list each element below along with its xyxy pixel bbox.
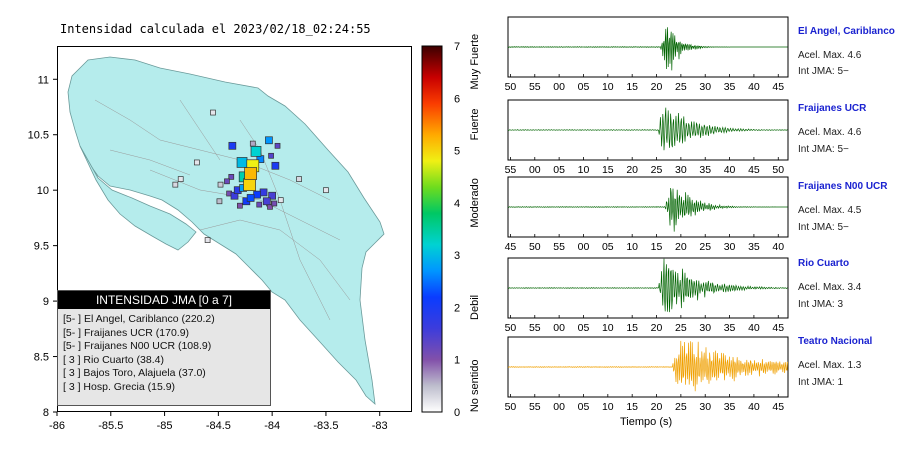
station-marker <box>228 174 235 180</box>
y-tick-label: 8 <box>43 407 49 419</box>
x-tick-label: -85.5 <box>98 420 123 432</box>
station-jma: Int JMA: 5− <box>798 66 849 77</box>
x-tick-label: -84.5 <box>206 420 231 432</box>
station-marker <box>262 197 271 206</box>
station-marker <box>246 194 255 202</box>
colorbar-level-label: Fuerte <box>469 109 481 141</box>
station-marker <box>177 176 184 182</box>
colorbar-tick-label: 4 <box>454 198 460 210</box>
station-marker <box>271 200 278 207</box>
colorbar: 0 1 2 3 4 5 6 7 No sentido Debil Moderado Fuerte Muy… <box>421 34 481 419</box>
station-name: Rio Cuarto <box>798 258 850 269</box>
x-tick-label: -84 <box>264 420 280 432</box>
station-marker <box>224 178 230 185</box>
x-axis-label: Tiempo (s) <box>620 416 673 428</box>
colorbar-tick-label: 5 <box>454 146 460 158</box>
x-tick-label: -86 <box>49 420 65 432</box>
legend-header: INTENSIDAD JMA [0 a 7] <box>58 291 270 309</box>
station-marker <box>296 176 302 182</box>
y-tick-label: 11 <box>38 74 49 86</box>
station-marker <box>237 202 243 209</box>
station-marker <box>274 142 281 149</box>
colorbar-level-label: Debil <box>469 295 481 320</box>
y-tick-label: 9 <box>43 296 49 308</box>
station-marker <box>228 141 237 150</box>
x-tick-label: -85 <box>157 420 173 432</box>
station-jma: Int JMA: 5− <box>798 144 849 155</box>
colorbar-tick-label: 2 <box>454 302 460 314</box>
map-axes: -86 -85.5 -85 -84.5 -84 -83.5 -83 8 8.5 9 9.5 10 10.… <box>28 74 388 432</box>
station-marker <box>172 181 179 188</box>
station-marker <box>268 191 277 200</box>
x-tick-label: -83.5 <box>313 420 338 432</box>
legend-entry: [5- ] Fraijanes N00 UCR (108.9) <box>63 340 212 352</box>
colorbar-level-label: No sentido <box>469 360 481 413</box>
station-marker <box>271 161 280 170</box>
station-acel: Acel. Max. 4.6 <box>798 50 862 61</box>
station-marker <box>265 136 273 145</box>
map-land <box>67 56 385 406</box>
station-marker <box>323 187 329 194</box>
station-acel: Acel. Max. 4.5 <box>798 205 862 216</box>
nicoya-peninsula <box>79 145 197 251</box>
colorbar-tick-label: 3 <box>454 250 460 262</box>
y-tick-label: 8.5 <box>34 352 49 364</box>
x-tick-label: -83 <box>372 420 388 432</box>
station-marker <box>216 198 223 205</box>
station-jma: Int JMA: 5− <box>798 222 849 233</box>
colorbar-tick-label: 7 <box>454 41 460 53</box>
colorbar-tick-label: 0 <box>454 407 460 419</box>
y-tick-label: 9.5 <box>34 241 49 253</box>
map-frame <box>57 46 412 412</box>
legend-list: [5- ] El Angel, Cariblanco (220.2) [5- ]… <box>58 313 270 394</box>
map-stations <box>172 109 329 243</box>
station-marker <box>210 109 216 116</box>
intensity-legend: INTENSIDAD JMA [0 a 7] [5- ] El Angel, C… <box>57 290 271 406</box>
colorbar-level-label: Moderado <box>469 178 481 228</box>
colorbar-level-label: Muy Fuerte <box>469 34 481 90</box>
station-marker <box>217 181 224 188</box>
y-tick-label: 10.5 <box>28 130 49 142</box>
station-jma: Int JMA: 3 <box>798 299 844 310</box>
map-title: Intensidad calculada el 2023/02/18_02:24… <box>60 22 371 36</box>
station-marker <box>256 201 263 208</box>
colorbar-tick-label: 1 <box>454 355 460 367</box>
station-marker <box>277 197 284 204</box>
station-marker <box>204 237 211 243</box>
station-name: Teatro Nacional <box>798 336 873 347</box>
colorbar-tick-label: 6 <box>454 93 460 105</box>
station-acel: Acel. Max. 1.3 <box>798 360 862 371</box>
station-name: Fraijanes N00 UCR <box>798 181 888 192</box>
y-tick-label: 10 <box>37 185 49 197</box>
station-jma: Int JMA: 1 <box>798 377 844 388</box>
costa-rica-landmass <box>67 56 385 406</box>
legend-entry: [ 3 ] Hosp. Grecia (15.9) <box>63 380 176 393</box>
station-marker <box>244 167 257 180</box>
station-name: El Angel, Cariblanco <box>798 26 895 37</box>
coastline-detail <box>94 99 351 321</box>
station-acel: Acel. Max. 4.6 <box>798 127 862 138</box>
legend-entry: [5- ] El Angel, Cariblanco (220.2) <box>63 313 215 325</box>
colorbar-bar <box>421 45 443 413</box>
station-marker <box>250 146 262 157</box>
legend-entry: [ 3 ] Bajos Toro, Alajuela (37.0) <box>63 367 206 379</box>
legend-entry: [5- ] Fraijanes UCR (170.9) <box>63 326 190 339</box>
station-name: Fraijanes UCR <box>798 103 867 114</box>
legend-entry: [ 3 ] Rio Cuarto (38.4) <box>63 353 164 366</box>
station-marker <box>268 152 274 159</box>
station-acel: Acel. Max. 3.4 <box>798 282 862 293</box>
station-marker <box>193 159 200 166</box>
